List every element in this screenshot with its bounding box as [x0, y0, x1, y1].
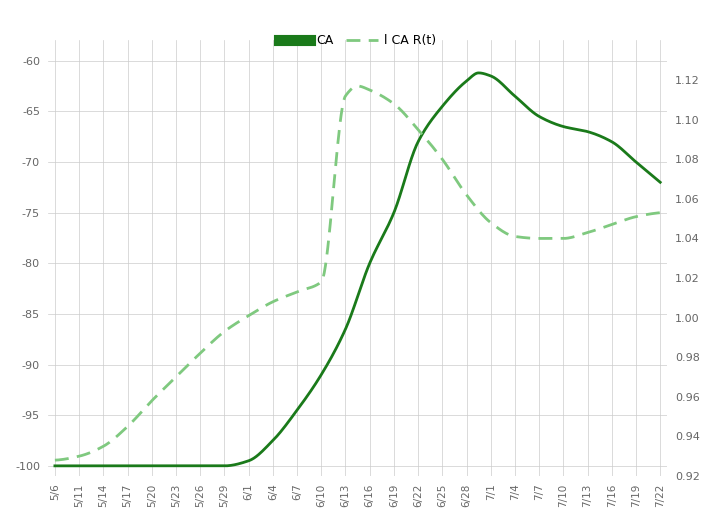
Legend: CA, l CA R(t): CA, l CA R(t): [274, 29, 441, 52]
